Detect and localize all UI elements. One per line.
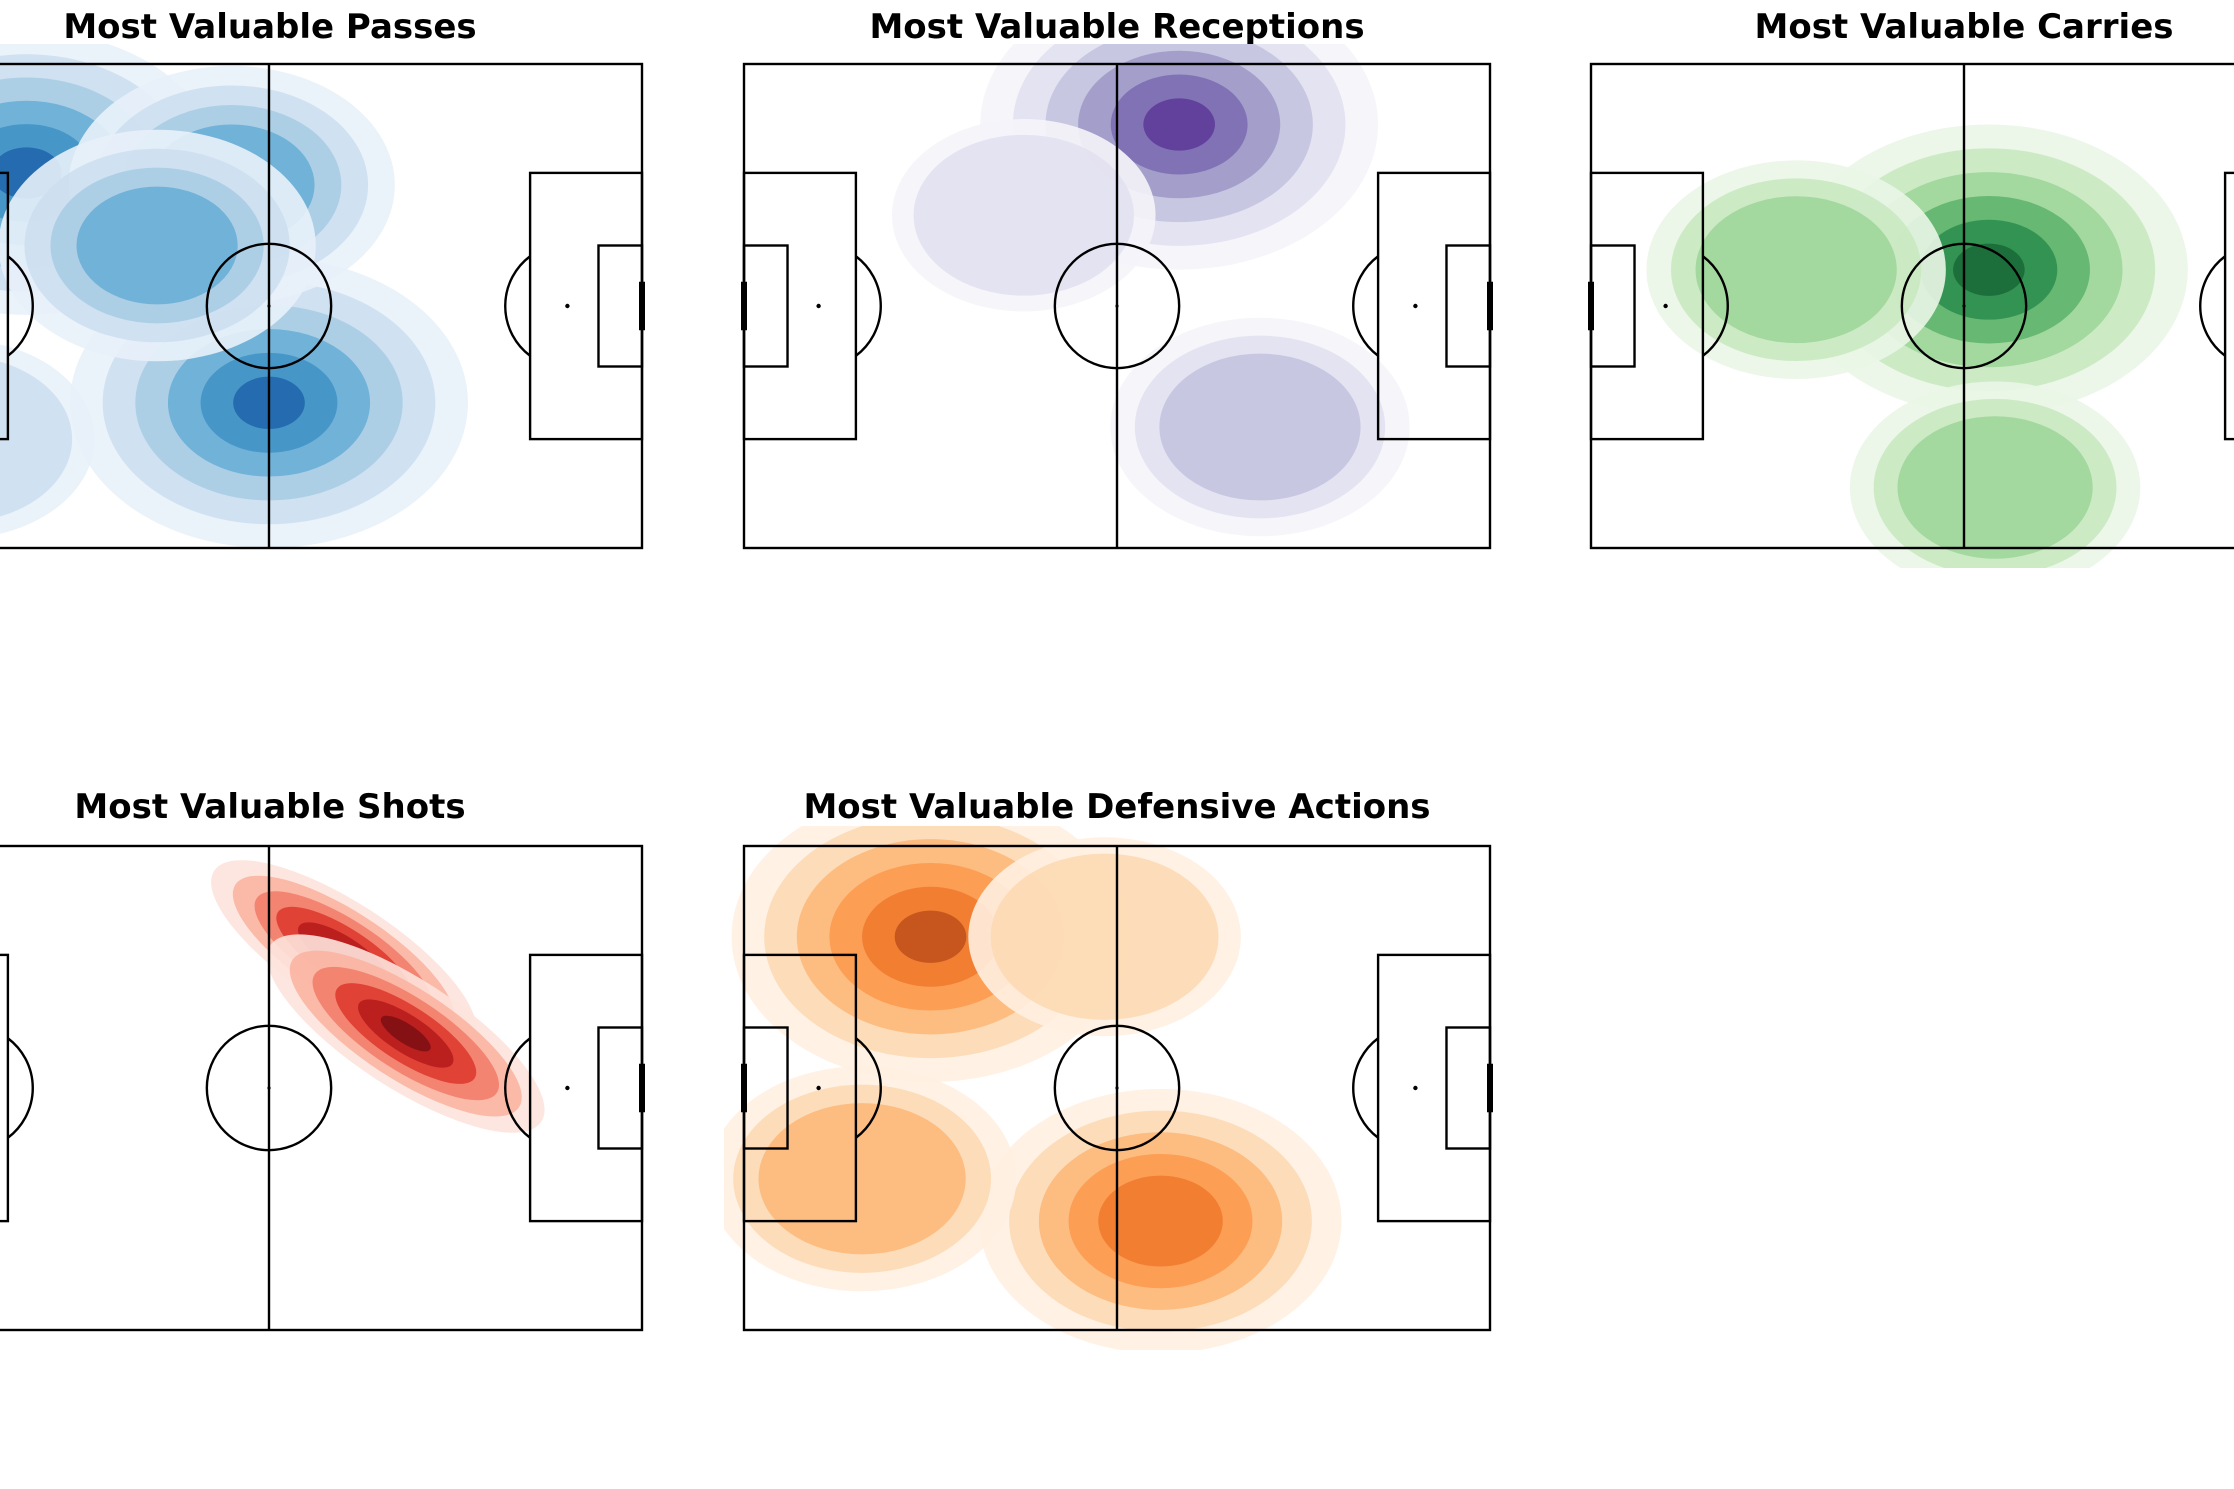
density-level-5 [894, 910, 967, 963]
penalty-box-right [528, 953, 644, 1223]
centre-spot [1115, 1086, 1119, 1090]
pitch-lines-defensive [741, 844, 1493, 1332]
centre-spot [1962, 304, 1966, 308]
six-yard-box-left [1589, 244, 1636, 368]
centre-spot [267, 1086, 271, 1090]
centre-spot [1115, 304, 1119, 308]
penalty-box-right [528, 171, 644, 441]
density-level-2 [1695, 196, 1897, 344]
pitch-receptions [741, 44, 1493, 550]
penalty-spot-left [816, 303, 821, 309]
pitch-passes [0, 44, 645, 550]
penalty-arc-right [504, 255, 531, 357]
penalty-arc-right [2199, 255, 2226, 357]
six-yard-box-left [742, 244, 789, 368]
chart-title-receptions: Most Valuable Receptions [869, 7, 1365, 47]
density-level-2 [1159, 353, 1361, 501]
penalty-spot-right [1413, 1085, 1418, 1091]
penalty-spot-right [565, 303, 570, 309]
density-level-5 [1953, 243, 2025, 296]
penalty-box-left [0, 171, 10, 441]
penalty-arc-right [1352, 1037, 1379, 1139]
penalty-box-right [2223, 171, 2234, 441]
pitch-defensive [724, 826, 1493, 1350]
centre-circle [1900, 242, 2028, 370]
penalty-arc-right [504, 1037, 531, 1139]
centre-circle [1053, 242, 1181, 370]
pitch-shots [0, 844, 645, 1332]
density-level-1 [0, 361, 73, 517]
density-level-1 [913, 134, 1134, 296]
heatmap-receptions [891, 44, 1410, 537]
pitch-carries [1588, 62, 2234, 568]
density-level-2 [1897, 416, 2093, 559]
penalty-arc-left [855, 1037, 882, 1139]
density-level-5 [380, 1015, 431, 1052]
penalty-spot-left [816, 1085, 821, 1091]
penalty-arc-left [7, 255, 34, 357]
pitch-lines-passes [0, 62, 645, 550]
six-yard-box-right [1445, 244, 1492, 368]
centre-spot [267, 304, 271, 308]
chart-title-shots: Most Valuable Shots [74, 787, 466, 827]
centre-circle [205, 1024, 333, 1152]
penalty-box-right [1376, 953, 1492, 1223]
density-level-3 [76, 186, 238, 305]
density-level-5 [1143, 98, 1215, 151]
penalty-arc-left [7, 1037, 34, 1139]
six-yard-box-right [1445, 1026, 1492, 1150]
six-yard-box-right [597, 244, 644, 368]
centre-circle [1053, 1024, 1181, 1152]
pitch-lines-shots [0, 844, 645, 1332]
heatmap-passes [0, 44, 468, 548]
penalty-arc-left [855, 255, 882, 357]
chart-title-defensive: Most Valuable Defensive Actions [803, 787, 1431, 827]
pitch-lines-receptions [741, 62, 1493, 550]
heatmap-shots [211, 860, 545, 1133]
chart-title-carries: Most Valuable Carries [1754, 7, 2174, 47]
density-level-2 [758, 1103, 966, 1255]
centre-circle [205, 242, 333, 370]
density-level-4 [1098, 1175, 1223, 1267]
penalty-arc-left [1702, 255, 1729, 357]
penalty-box-left [0, 953, 10, 1223]
heatmap-carries [1646, 124, 2188, 568]
chart-title-passes: Most Valuable Passes [63, 7, 477, 47]
penalty-box-left [742, 171, 858, 441]
six-yard-box-right [597, 1026, 644, 1150]
penalty-arc-right [1352, 255, 1379, 357]
density-level-1 [990, 853, 1219, 1020]
heatmap-defensive [724, 826, 1342, 1350]
penalty-spot-left [1663, 303, 1668, 309]
penalty-spot-right [1413, 303, 1418, 309]
penalty-spot-right [565, 1085, 570, 1091]
pitch-lines-carries [1588, 62, 2234, 550]
